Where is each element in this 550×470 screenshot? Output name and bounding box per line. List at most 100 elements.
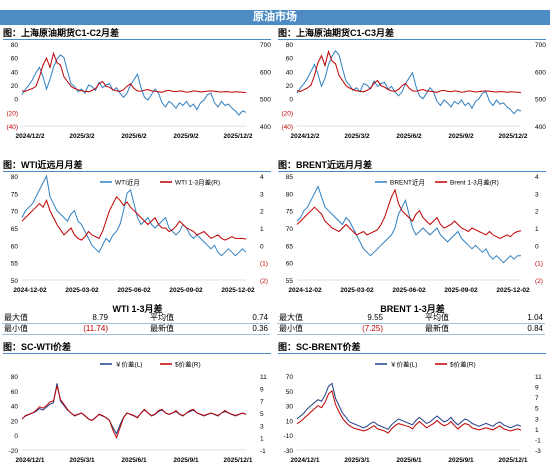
series-line-2 bbox=[296, 49, 522, 93]
y-left-tick-label: (40) bbox=[281, 124, 293, 131]
y-right-tick-label: 5 bbox=[535, 406, 539, 413]
x-tick-label: 2024-12-02 bbox=[13, 287, 47, 294]
y-right-tick-label: 3 bbox=[535, 191, 539, 198]
series-line-1 bbox=[296, 49, 522, 115]
title-rule bbox=[278, 39, 546, 40]
y-right-tick-label: 2 bbox=[535, 209, 539, 216]
y-left-tick-label: -30 bbox=[284, 448, 294, 455]
y-right-tick-label: 0 bbox=[260, 243, 264, 250]
legend-label: $价差(R) bbox=[175, 360, 201, 369]
y-left-tick-label: 80 bbox=[286, 42, 294, 49]
y-right-tick-label: 5 bbox=[260, 411, 264, 418]
stat-value: 0.36 bbox=[252, 324, 268, 333]
y-right-tick-label: 7 bbox=[260, 399, 264, 406]
y-left-tick-label: 20 bbox=[11, 418, 19, 425]
chart-brent-spread: 85 80 75 70 65 60 55 4 3 2 1 0 (1) (2) 2024-12-02 2025-… bbox=[286, 174, 543, 294]
title-rule bbox=[3, 171, 271, 172]
chart-wti-spread: 80 75 70 65 60 55 50 4 3 2 1 0 (1) (2) 2024-12-02 2025-… bbox=[11, 174, 268, 294]
stat-value: 1.04 bbox=[527, 313, 543, 322]
y-left-tick-label: -20 bbox=[9, 448, 19, 455]
y-left-tick-label: (20) bbox=[6, 110, 18, 117]
series-line-2 bbox=[21, 385, 247, 440]
y-right-tick-label: 1 bbox=[260, 226, 264, 233]
stats-table-wti: 最大值 8.79 平均值 0.74 最小值 (11.74) 最新值 0.36 bbox=[2, 313, 270, 335]
y-left-tick-label: 60 bbox=[11, 243, 19, 250]
y-left-tick-label: 75 bbox=[286, 209, 294, 216]
y-left-tick-label: 70 bbox=[11, 209, 19, 216]
y-right-tick-label: 1 bbox=[260, 436, 264, 443]
series-line-1 bbox=[21, 54, 247, 116]
y-left-tick-label: 60 bbox=[286, 56, 294, 63]
y-right-tick-label: (1) bbox=[260, 261, 268, 268]
x-tick-label: 2025/3/1 bbox=[344, 457, 370, 464]
panel-title-sc-wti: 图：SC-WTI价差 bbox=[3, 342, 71, 352]
y-left-tick-label: 0 bbox=[289, 97, 293, 104]
title-rule bbox=[278, 171, 546, 172]
title-rule bbox=[278, 353, 546, 354]
y-right-tick-label: (2) bbox=[260, 278, 268, 285]
legend-label: ￥价差(L) bbox=[390, 360, 417, 369]
stats-row: 最小值 (7.25) 最新值 0.84 bbox=[277, 324, 545, 335]
x-tick-label: 2025/12/1 bbox=[224, 457, 253, 464]
x-tick-label: 2025/9/1 bbox=[173, 457, 199, 464]
y-left-tick-label: 60 bbox=[11, 389, 19, 396]
y-left-tick-label: 60 bbox=[11, 56, 19, 63]
panel-title-sc-brent: 图：SC-BRENT价差 bbox=[278, 342, 361, 352]
y-left-tick-label: 85 bbox=[286, 174, 294, 181]
x-tick-label: 2025/12/1 bbox=[499, 457, 528, 464]
stat-value: 9.55 bbox=[367, 313, 383, 322]
y-right-tick-label: 1 bbox=[535, 427, 539, 434]
y-right-tick-label: 600 bbox=[260, 69, 271, 76]
x-tick-label: 2025/12/2 bbox=[499, 133, 528, 140]
y-right-tick-label: 4 bbox=[260, 174, 264, 181]
legend-label: $价差(R) bbox=[450, 360, 476, 369]
chart-sc-c1c3: 80 60 40 20 0 (20) (40) 700 600 500 400 2024/12/2 20… bbox=[281, 42, 546, 140]
y-left-tick-label: 0 bbox=[14, 433, 18, 440]
legend-label: WTI 1-3月差(R) bbox=[175, 178, 220, 187]
y-left-tick-label: 70 bbox=[286, 226, 294, 233]
y-right-tick-label: 9 bbox=[535, 385, 539, 392]
stat-label: 最小值 bbox=[279, 324, 303, 333]
y-left-tick-label: 75 bbox=[11, 191, 19, 198]
y-left-tick-label: 80 bbox=[11, 42, 19, 49]
y-right-tick-label: -3 bbox=[535, 448, 541, 455]
legend-label: ￥价差(L) bbox=[115, 360, 142, 369]
x-tick-label: 2024-12-02 bbox=[288, 287, 322, 294]
x-tick-label: 2025/3/1 bbox=[69, 457, 95, 464]
stat-value: 0.74 bbox=[252, 313, 268, 322]
stats-title-brent: BRENT 1-3月差 bbox=[380, 304, 445, 314]
y-right-tick-label: 700 bbox=[535, 42, 546, 49]
x-tick-label: 2024/12/1 bbox=[16, 457, 45, 464]
y-right-tick-label: (2) bbox=[535, 278, 543, 285]
x-tick-label: 2024/12/1 bbox=[291, 457, 320, 464]
y-right-tick-label: 3 bbox=[260, 191, 264, 198]
stat-value: 0.84 bbox=[527, 324, 543, 333]
stat-value: (11.74) bbox=[83, 324, 108, 333]
y-right-tick-label: -1 bbox=[535, 437, 541, 444]
series-line-2 bbox=[296, 389, 522, 434]
x-tick-label: 2025-12-02 bbox=[496, 287, 530, 294]
series-line-2 bbox=[296, 188, 522, 239]
series-line-1 bbox=[296, 382, 522, 430]
y-left-tick-label: 80 bbox=[11, 174, 19, 181]
chart-sc-brent: 70 50 30 10 -10 -30 11 9 7 5 3 1 -1 -3 2024/12/1 2025/3… bbox=[284, 360, 543, 465]
y-left-tick-label: 40 bbox=[11, 69, 19, 76]
stat-value: (7.25) bbox=[362, 324, 383, 333]
stats-table-brent: 最大值 9.55 平均值 1.04 最小值 (7.25) 最新值 0.84 bbox=[277, 313, 545, 335]
y-right-tick-label: 400 bbox=[535, 124, 546, 131]
y-left-tick-label: 55 bbox=[286, 278, 294, 285]
y-right-tick-label: 3 bbox=[535, 416, 539, 423]
stat-label: 最新值 bbox=[150, 324, 174, 333]
stat-label: 最新值 bbox=[425, 324, 449, 333]
y-left-tick-label: 20 bbox=[11, 83, 19, 90]
chart-sc-wti: 80 60 40 20 0 -20 11 9 7 5 3 1 -1 2024/12/1 2025/3/1 20… bbox=[9, 360, 268, 465]
x-tick-label: 2024/12/2 bbox=[16, 133, 45, 140]
y-left-tick-label: (40) bbox=[6, 124, 18, 131]
y-left-tick-label: -10 bbox=[284, 433, 294, 440]
y-left-tick-label: 50 bbox=[286, 389, 294, 396]
panel-title-sc-c1c2: 图：上海原油期货C1-C2月差 bbox=[3, 28, 120, 38]
y-left-tick-label: 65 bbox=[11, 226, 19, 233]
stat-value: 8.79 bbox=[92, 313, 108, 322]
stat-label: 最小值 bbox=[4, 324, 28, 333]
legend-label: BRENT近月 bbox=[390, 178, 425, 187]
